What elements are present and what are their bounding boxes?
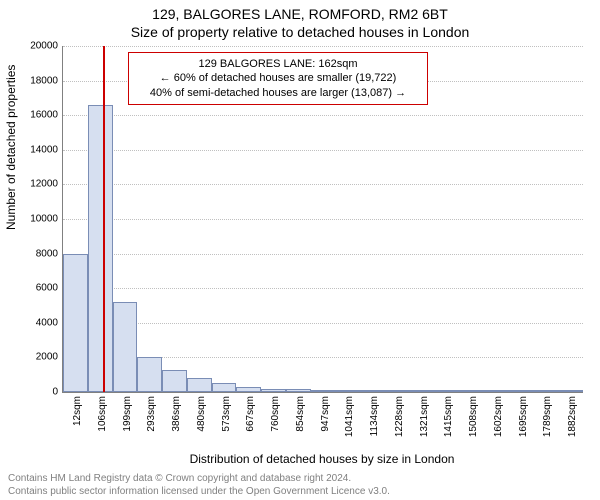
y-tick-label: 6000 (8, 283, 58, 294)
gridline (63, 323, 583, 324)
histogram-bar (533, 390, 558, 392)
gridline (63, 254, 583, 255)
histogram-bar (434, 390, 459, 392)
histogram-bar (261, 389, 286, 392)
histogram-bar (385, 390, 410, 392)
x-tick-label: 1882sqm (567, 396, 600, 446)
x-axis-label: Distribution of detached houses by size … (62, 452, 582, 466)
histogram-bar (88, 105, 113, 392)
annotation-line3: 40% of semi-detached houses are larger (… (137, 86, 419, 100)
annotation-box: 129 BALGORES LANE: 162sqm← 60% of detach… (128, 52, 428, 105)
gridline (63, 219, 583, 220)
histogram-bar (410, 390, 435, 392)
plot-area: 129 BALGORES LANE: 162sqm← 60% of detach… (62, 46, 583, 393)
y-tick-label: 0 (8, 387, 58, 398)
y-tick-label: 18000 (8, 75, 58, 86)
histogram-bar (484, 390, 509, 392)
histogram-bar (113, 302, 138, 392)
y-tick-label: 16000 (8, 110, 58, 121)
gridline (63, 150, 583, 151)
histogram-bar (335, 390, 360, 392)
footer-attribution: Contains HM Land Registry data © Crown c… (8, 472, 390, 498)
histogram-bar (162, 370, 187, 392)
footer-line1: Contains HM Land Registry data © Crown c… (8, 472, 390, 485)
y-tick-label: 8000 (8, 248, 58, 259)
y-tick-label: 4000 (8, 317, 58, 328)
histogram-bar (286, 389, 311, 392)
histogram-bar (558, 390, 583, 392)
histogram-bar (360, 390, 385, 392)
y-tick-label: 10000 (8, 214, 58, 225)
histogram-bar (459, 390, 484, 392)
histogram-bar (311, 390, 336, 392)
y-tick-label: 20000 (8, 41, 58, 52)
gridline (63, 115, 583, 116)
histogram-bar (236, 387, 261, 392)
y-tick-label: 12000 (8, 179, 58, 190)
gridline (63, 288, 583, 289)
histogram-bar (212, 383, 237, 392)
gridline (63, 184, 583, 185)
histogram-bar (187, 378, 212, 392)
annotation-line1: 129 BALGORES LANE: 162sqm (137, 57, 419, 71)
histogram-bar (137, 357, 162, 392)
histogram-bar (509, 390, 534, 392)
gridline (63, 46, 583, 47)
chart-title-line2: Size of property relative to detached ho… (0, 24, 600, 40)
property-marker-line (103, 46, 105, 392)
annotation-line2: ← 60% of detached houses are smaller (19… (137, 71, 419, 85)
chart-title-line1: 129, BALGORES LANE, ROMFORD, RM2 6BT (0, 6, 600, 22)
chart-container: 129, BALGORES LANE, ROMFORD, RM2 6BT Siz… (0, 0, 600, 500)
footer-line2: Contains public sector information licen… (8, 485, 390, 498)
y-tick-label: 14000 (8, 144, 58, 155)
histogram-bar (63, 254, 88, 392)
y-tick-label: 2000 (8, 352, 58, 363)
